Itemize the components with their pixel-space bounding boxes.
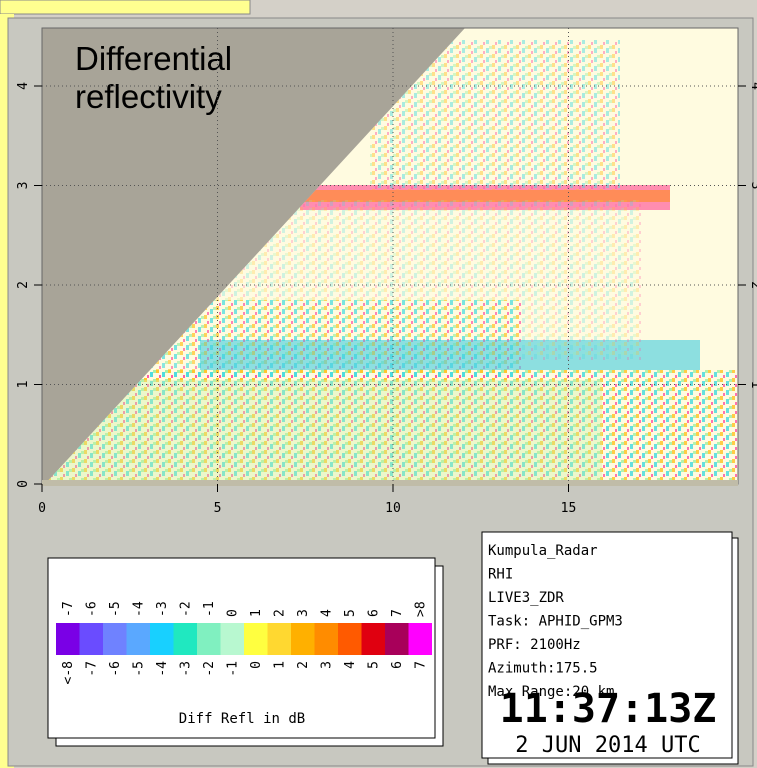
legend-top-label: -6 bbox=[84, 601, 99, 617]
legend-top-label: 6 bbox=[366, 609, 381, 617]
legend-bottom-label: -5 bbox=[131, 661, 146, 677]
legend-top-label: 7 bbox=[390, 609, 405, 617]
x-tick-label: 5 bbox=[214, 501, 222, 516]
x-tick-label: 15 bbox=[561, 501, 577, 516]
info-line: Azimuth:175.5 bbox=[488, 661, 598, 677]
color-swatch bbox=[385, 623, 409, 655]
color-swatch bbox=[267, 623, 291, 655]
color-swatch bbox=[126, 623, 150, 655]
legend-bottom-label: 7 bbox=[413, 661, 428, 669]
ground bbox=[42, 480, 738, 486]
color-swatch bbox=[291, 623, 315, 655]
legend-bottom-label: 1 bbox=[272, 661, 287, 669]
legend-top-label: 2 bbox=[272, 609, 287, 617]
legend-bottom-label: -6 bbox=[108, 661, 123, 677]
time: 11:37:13Z bbox=[500, 686, 717, 732]
info: Kumpula_Radar RHI LIVE3_ZDR Task: APHID_GPM… bbox=[488, 543, 623, 700]
legend-top-label: -7 bbox=[61, 601, 76, 617]
legend-top-label: 5 bbox=[343, 609, 358, 617]
color-swatch bbox=[361, 623, 385, 655]
color-swatch bbox=[244, 623, 268, 655]
color-swatch bbox=[56, 623, 80, 655]
info-line: LIVE3_ZDR bbox=[488, 590, 564, 606]
y-tick-label: 4 bbox=[16, 82, 31, 90]
legend-bottom-label: -4 bbox=[155, 661, 170, 677]
legend-bottom-label: 4 bbox=[343, 661, 358, 669]
color-swatch bbox=[79, 623, 103, 655]
y-tick-label: 1 bbox=[16, 381, 31, 389]
legend-top-label: -4 bbox=[131, 601, 146, 617]
x-tick-label: 10 bbox=[385, 501, 401, 516]
legend-top-label: -5 bbox=[108, 601, 123, 617]
blocked-sector bbox=[42, 28, 465, 484]
color-swatch bbox=[150, 623, 174, 655]
axes: 0 5 10 15 0 1 2 3 4 1 2 3 4 bbox=[16, 28, 757, 516]
legend-bottom-label: -2 bbox=[202, 661, 217, 677]
y-tick-label: 3 bbox=[16, 182, 31, 190]
legend-top-label: 4 bbox=[319, 609, 334, 617]
legend-bottom-label: <-8 bbox=[61, 661, 76, 684]
y-tick-label: 0 bbox=[16, 480, 31, 488]
info-line: Task: APHID_GPM3 bbox=[488, 614, 623, 630]
color-swatch bbox=[220, 623, 244, 655]
date: 2 JUN 2014 UTC bbox=[515, 733, 700, 758]
x-tick-label: 0 bbox=[38, 501, 46, 516]
y2-tick-label: 2 bbox=[748, 281, 757, 289]
legend-top-label: -2 bbox=[178, 601, 193, 617]
y-tick-label: 2 bbox=[16, 281, 31, 289]
title-box: Differential reflectivity bbox=[75, 40, 233, 115]
legend-top-label: 0 bbox=[225, 609, 240, 617]
y2-tick-label: 3 bbox=[748, 182, 757, 190]
legend-title: Diff Refl in dB bbox=[179, 711, 305, 727]
legend-bottom-label: 3 bbox=[319, 661, 334, 669]
legend-bottom-label: 2 bbox=[296, 661, 311, 669]
y2-tick-label: 4 bbox=[748, 82, 757, 90]
legend-top-label: >8 bbox=[413, 601, 428, 617]
info-box bbox=[481, 531, 733, 759]
legend-bottom-label: 6 bbox=[390, 661, 405, 669]
plot-title: Differential reflectivity bbox=[75, 40, 233, 115]
y2-tick-label: 1 bbox=[748, 381, 757, 389]
color-swatch bbox=[408, 623, 432, 655]
legend-bottom-label: 0 bbox=[249, 661, 264, 669]
legend-bottom-label: -1 bbox=[225, 661, 240, 677]
info-line: Max Range:20 km bbox=[488, 684, 614, 700]
info-line: Kumpula_Radar bbox=[488, 543, 598, 559]
legend-top-label: 3 bbox=[296, 609, 311, 617]
top-tab bbox=[0, 0, 251, 15]
color-swatch bbox=[338, 623, 362, 655]
color-swatch bbox=[103, 623, 127, 655]
legend-bottom-label: -7 bbox=[84, 661, 99, 677]
info-line: RHI bbox=[488, 567, 513, 583]
legend: -7 -6 -5 -4 -3 -2 -1 0 1 2 3 4 5 6 7 >8<-8 -7 -6 -5 -4 -3 -2-… bbox=[56, 601, 432, 684]
legend-top-label: -1 bbox=[202, 601, 217, 617]
color-swatch bbox=[197, 623, 221, 655]
legend-bottom-label: -3 bbox=[178, 661, 193, 677]
color-swatch bbox=[173, 623, 197, 655]
legend-bottom-label: 5 bbox=[366, 661, 381, 669]
legend-top-label: 1 bbox=[249, 609, 264, 617]
legend-top-label: -3 bbox=[155, 601, 170, 617]
color-swatch bbox=[314, 623, 338, 655]
info-line: PRF: 2100Hz bbox=[488, 637, 581, 653]
